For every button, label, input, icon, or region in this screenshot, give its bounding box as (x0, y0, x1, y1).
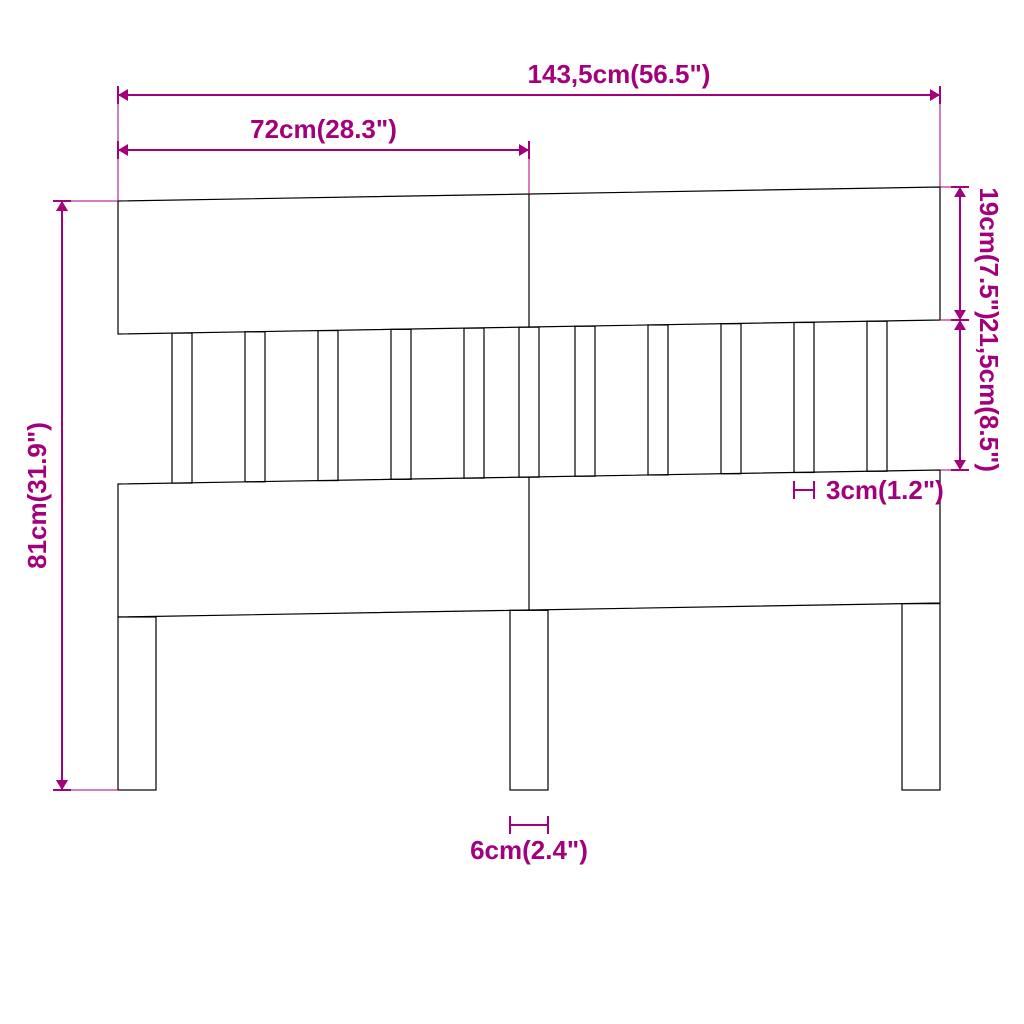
dim-panel-height: 19cm(7.5") (974, 187, 1004, 319)
dim-leg-width: 6cm(2.4") (470, 835, 588, 865)
headboard-drawing (118, 187, 940, 790)
dim-half-width: 72cm(28.3") (250, 114, 397, 144)
dim-gap-height: 21,5cm(8.5") (974, 318, 1004, 472)
dim-total-width: 143,5cm(56.5") (528, 59, 711, 89)
dim-slat-width: 3cm(1.2") (826, 475, 944, 505)
dim-total-height: 81cm(31.9") (22, 422, 52, 569)
